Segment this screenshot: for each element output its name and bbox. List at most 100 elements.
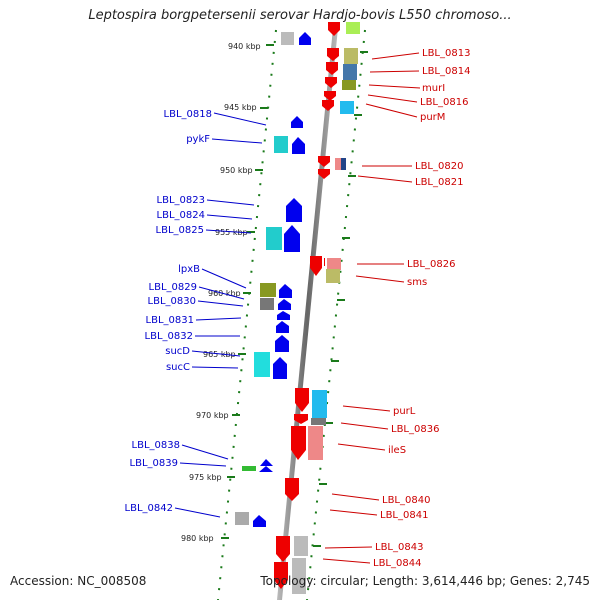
gene-feature: [274, 136, 288, 153]
gene-feature: [242, 466, 256, 471]
gene-arrow: [253, 515, 266, 527]
scale-label: 940 kbp: [228, 42, 261, 51]
scale-label: 965 kbp: [203, 350, 236, 359]
callout-line: [179, 462, 227, 467]
scale-label: 950 kbp: [220, 166, 253, 175]
gene-arrow: [277, 311, 290, 320]
gene-arrow: [286, 198, 302, 222]
gene-label: pykF: [186, 134, 210, 145]
gene-arrow: [291, 426, 306, 460]
gene-arrow: [328, 22, 340, 36]
guide-tracks: [217, 29, 366, 600]
gene-feature: [341, 158, 346, 170]
left-callout-lines: [174, 112, 267, 518]
gene-feature: [327, 258, 341, 270]
gene-arrow: [324, 258, 325, 266]
callout-line: [205, 229, 252, 234]
topology-text: Topology: circular; Length: 3,614,446 bp…: [260, 574, 590, 588]
gene-label: LBL_0832: [145, 331, 193, 342]
gene-arrow: [295, 388, 309, 412]
callout-line: [340, 422, 389, 430]
gene-feature: [343, 64, 357, 80]
callout-line: [355, 275, 405, 283]
gene-label: purL: [393, 406, 416, 417]
gene-feature: [292, 558, 306, 594]
gene-label: LBL_0825: [156, 225, 204, 236]
gene-arrow: [292, 137, 305, 154]
callout-line: [198, 286, 245, 300]
gene-label: LBL_0840: [382, 495, 430, 506]
callout-line: [195, 317, 242, 321]
callout-line: [337, 443, 386, 451]
gene-feature: [340, 101, 354, 114]
gene-feature: [312, 390, 327, 418]
gene-arrow: [326, 62, 338, 75]
gene-feature: [326, 269, 340, 283]
gene-label: LBL_0823: [157, 195, 205, 206]
callout-line: [369, 70, 420, 73]
callout-line: [191, 366, 239, 369]
callout-line: [371, 52, 420, 60]
gene-arrow: [278, 299, 291, 310]
callout-line: [206, 199, 255, 206]
gene-arrow: [260, 459, 273, 466]
gene-feature: [235, 512, 249, 525]
gene-arrow: [325, 77, 337, 88]
gene-feature: [294, 536, 308, 556]
gene-label: LBL_0824: [157, 210, 205, 221]
scale-label: 975 kbp: [189, 473, 222, 482]
gene-label: LBL_0841: [380, 510, 428, 521]
gene-arrow: [327, 48, 339, 61]
gene-feature: [346, 22, 360, 34]
gene-arrow: [275, 335, 289, 352]
gene-label: LBL_0838: [132, 440, 180, 451]
gene-arrow: [276, 536, 290, 562]
gene-arrow: [318, 156, 330, 167]
gene-feature: [342, 80, 356, 90]
accession-text: Accession: NC_008508: [10, 574, 147, 588]
gene-arrow: [276, 321, 289, 333]
gene-label: LBL_0814: [422, 66, 470, 77]
callout-line: [213, 112, 267, 126]
gene-label: LBL_0829: [149, 282, 197, 293]
gene-label: LBL_0821: [415, 177, 463, 188]
callout-line: [206, 214, 253, 220]
gene-label: purM: [420, 112, 445, 123]
gene-arrow: [294, 414, 308, 424]
gene-feature: [266, 227, 282, 250]
gene-feature: [308, 426, 323, 460]
right-track: [306, 29, 366, 600]
gene-arrow: [273, 357, 287, 379]
gene-arrow: [322, 100, 334, 111]
gene-label: LBL_0820: [415, 161, 463, 172]
gene-feature: [260, 298, 274, 310]
callout-line: [181, 444, 229, 460]
scale-label: 980 kbp: [181, 534, 214, 543]
gene-feature: [281, 32, 294, 45]
gene-label: LBL_0813: [422, 48, 470, 59]
gene-feature: [260, 283, 276, 297]
left-gene-labels: LBL_0818 pykF LBL_0823 LBL_0824 LBL_0825…: [125, 109, 212, 514]
gene-label: LBL_0818: [164, 109, 212, 120]
gene-label: ileS: [388, 445, 406, 456]
callout-line: [331, 493, 380, 501]
gene-feature: [344, 48, 358, 64]
callout-line: [211, 138, 263, 144]
callout-line: [329, 509, 378, 516]
callout-line: [197, 300, 244, 307]
gene-label: sms: [407, 277, 427, 288]
callout-line: [342, 405, 391, 412]
callout-line: [357, 175, 413, 183]
gene-arrow: [318, 169, 330, 179]
callout-line: [191, 350, 241, 357]
gene-label: sucC: [166, 362, 190, 373]
gene-label: sucD: [165, 346, 190, 357]
scale-track: [217, 29, 277, 600]
forward-strand-genes: [235, 32, 311, 527]
gene-feature: [254, 352, 270, 377]
gene-arrow: [285, 478, 299, 501]
gene-arrow: [324, 91, 336, 101]
gene-label: LBL_0831: [146, 315, 194, 326]
gene-arrow: [310, 256, 322, 276]
